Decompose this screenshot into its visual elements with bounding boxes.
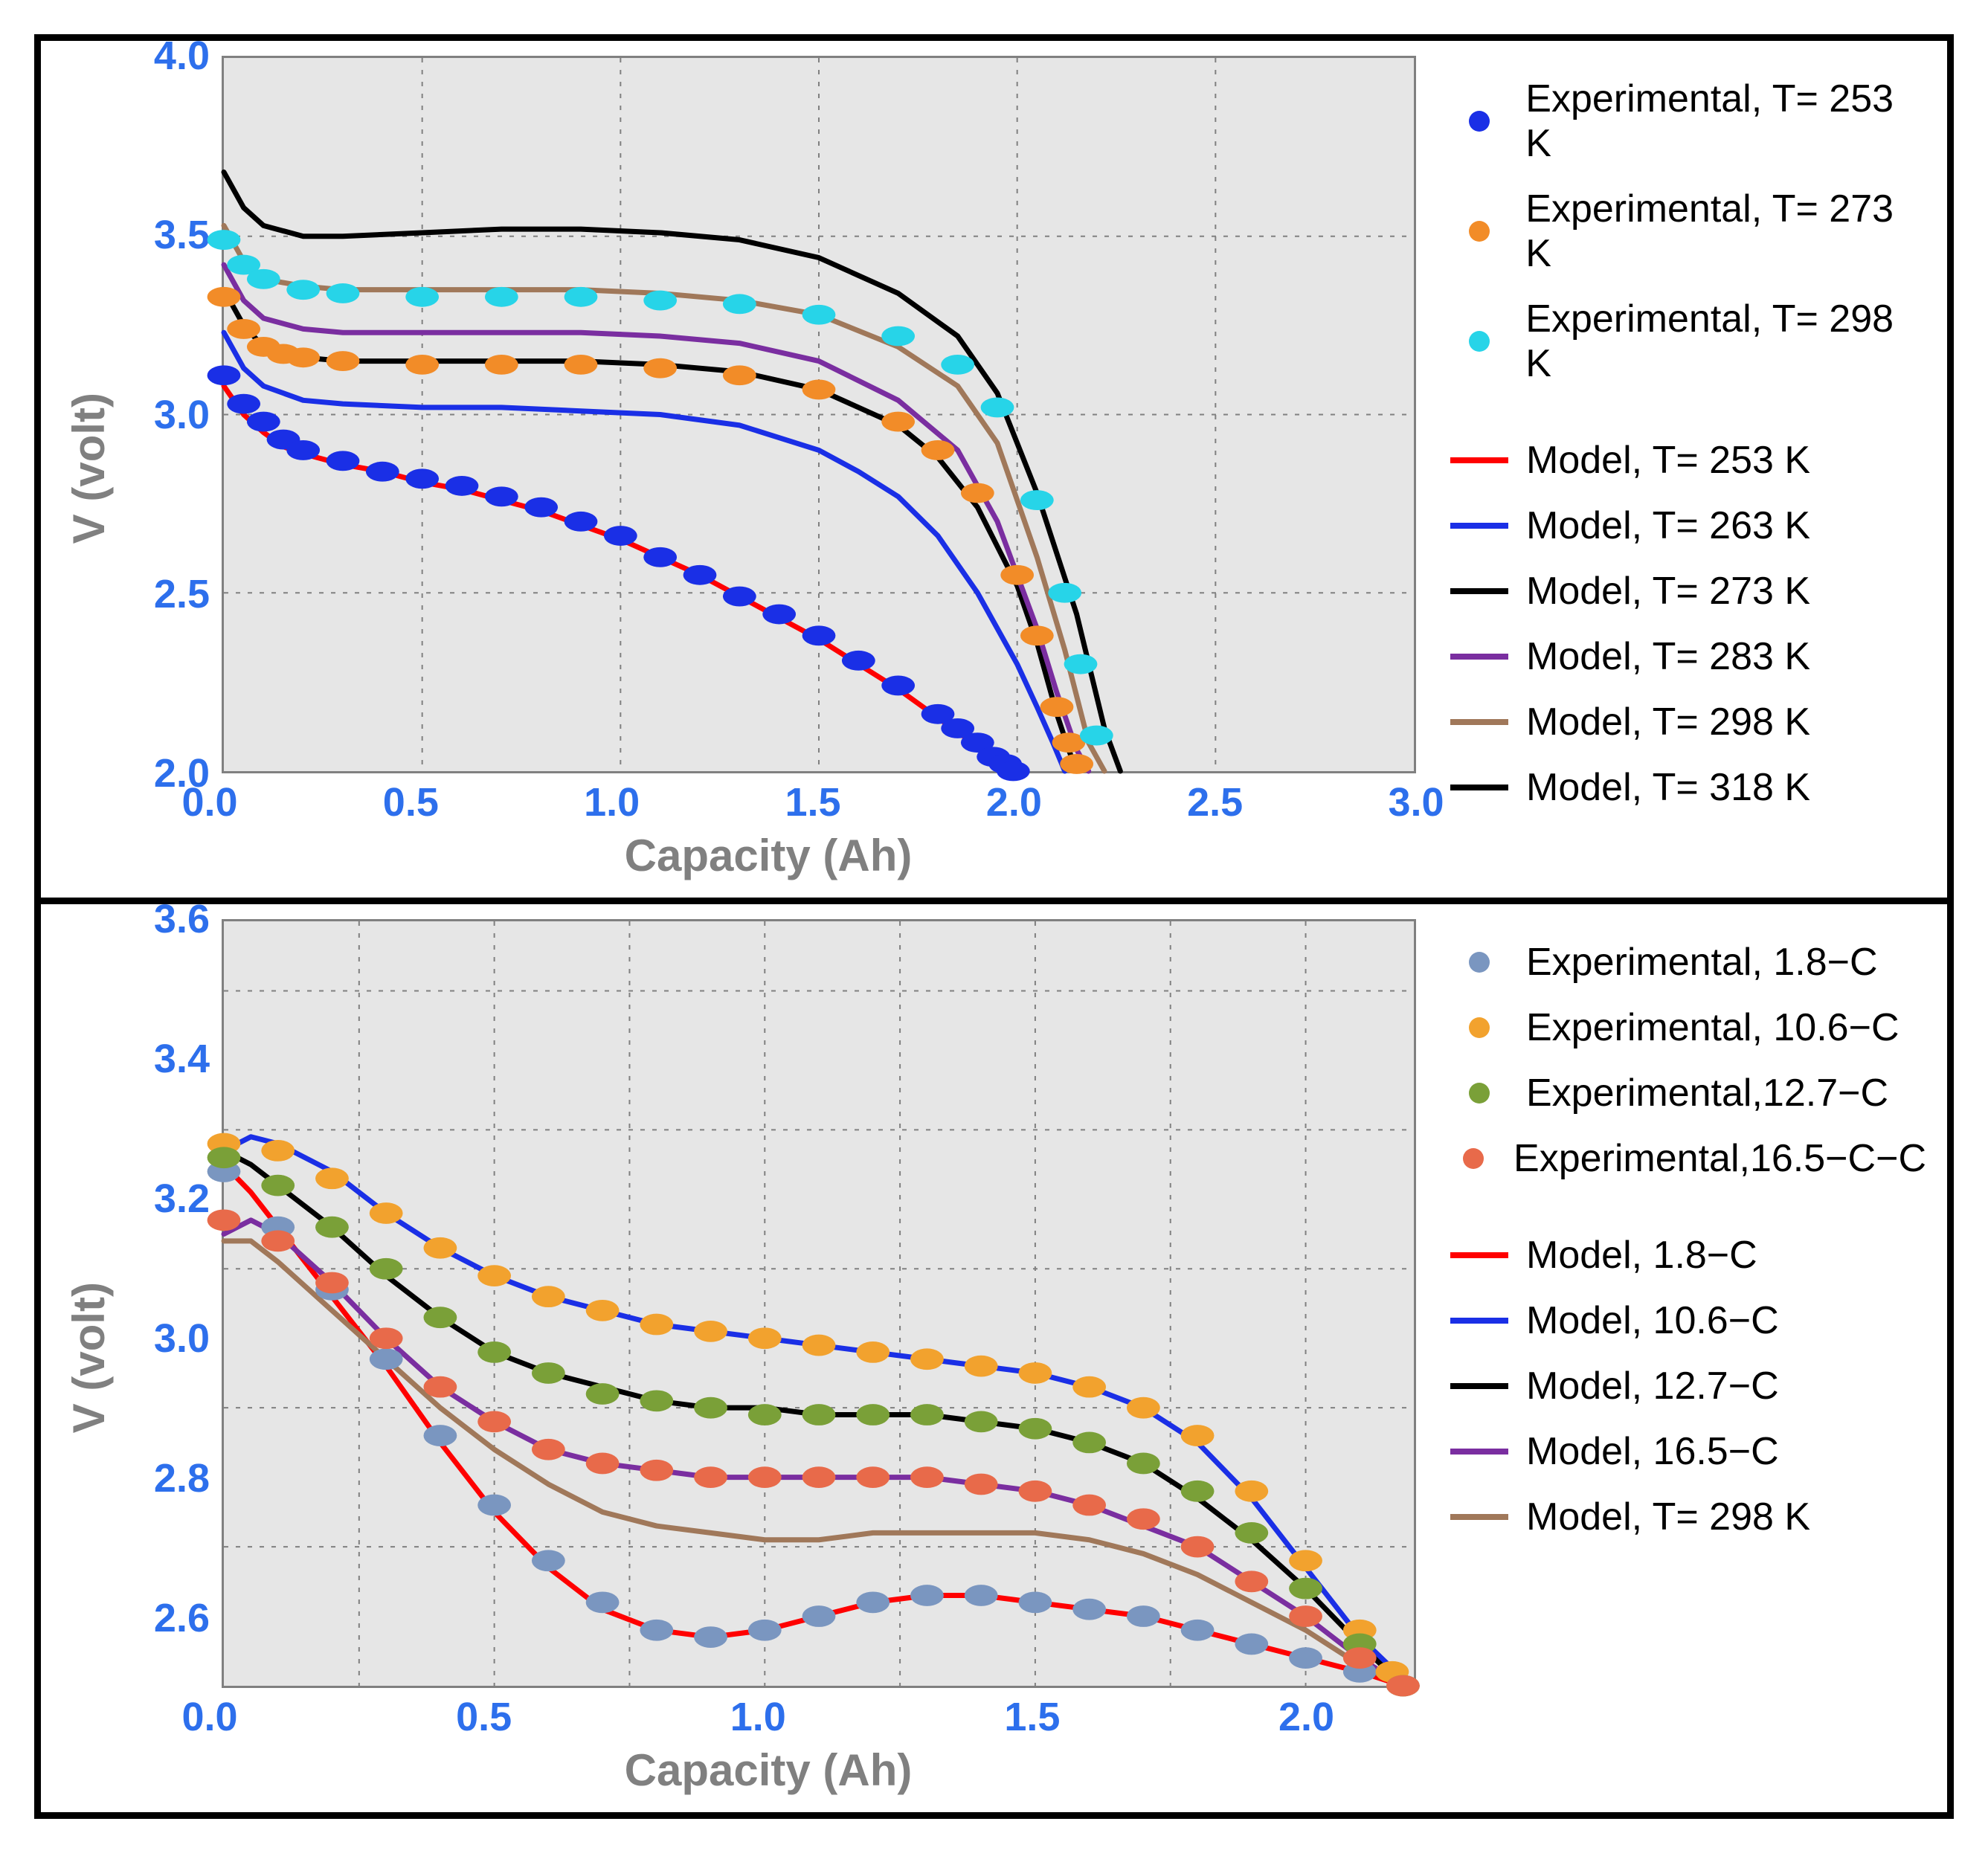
legend-label: Model, 10.6−C bbox=[1526, 1298, 1779, 1343]
legend-line-icon bbox=[1450, 523, 1508, 529]
legend-line-icon bbox=[1450, 1252, 1508, 1258]
legend-label: Model, T= 253 K bbox=[1526, 438, 1810, 483]
legend-line-icon bbox=[1450, 1449, 1508, 1455]
panel-a-xlabel: Capacity (Ah) bbox=[120, 825, 1416, 881]
panel-a-xticks: 0.00.51.01.52.02.53.0 bbox=[210, 773, 1416, 825]
legend-line-icon bbox=[1450, 654, 1508, 660]
panel-a-yticks: 2.02.53.03.54.0 bbox=[120, 56, 222, 773]
legend-label: Model, 16.5−C bbox=[1526, 1429, 1779, 1474]
panel-b-plot bbox=[222, 919, 1416, 1688]
legend-item: Experimental, 10.6−C bbox=[1450, 1005, 1926, 1050]
legend-dot-icon bbox=[1450, 952, 1508, 973]
legend-label: Experimental, T= 298 K bbox=[1525, 297, 1926, 386]
legend-item: Model, T= 298 K bbox=[1450, 700, 1926, 744]
legend-item: Model, T= 273 K bbox=[1450, 569, 1926, 613]
panel-b-yticks: 2.62.83.03.23.43.6 bbox=[120, 919, 222, 1688]
panel-a-plot bbox=[222, 56, 1416, 773]
legend-dot-icon bbox=[1450, 1148, 1496, 1169]
legend-label: Model, T= 318 K bbox=[1526, 765, 1810, 810]
series-mod_318 bbox=[224, 172, 1120, 771]
legend-label: Experimental, 1.8−C bbox=[1526, 940, 1878, 985]
legend-item: Model, T= 318 K bbox=[1450, 765, 1926, 810]
legend-line-icon bbox=[1450, 1383, 1508, 1389]
legend-label: Model, T= 298 K bbox=[1526, 700, 1810, 744]
legend-line-icon bbox=[1450, 457, 1508, 463]
legend-label: Experimental,16.5−C−C bbox=[1513, 1136, 1926, 1181]
panel-b-xlabel: Capacity (Ah) bbox=[120, 1740, 1416, 1796]
legend-dot-icon bbox=[1450, 111, 1508, 132]
panel-a-xtick-row: 0.00.51.01.52.02.53.0 bbox=[120, 773, 1416, 825]
legend-label: Experimental, T= 253 K bbox=[1525, 77, 1926, 166]
panel-a-chart-col: 2.02.53.03.54.0 0.00.51.01.52.02.53.0 Ca… bbox=[120, 56, 1416, 881]
legend-item: Model, T= 253 K bbox=[1450, 438, 1926, 483]
legend-label: Experimental, T= 273 K bbox=[1525, 187, 1926, 276]
legend-spacer bbox=[1450, 1202, 1926, 1212]
legend-label: Model, T= 273 K bbox=[1526, 569, 1810, 613]
legend-item: Experimental,12.7−C bbox=[1450, 1071, 1926, 1115]
legend-dot-icon bbox=[1450, 221, 1508, 242]
legend-line-icon bbox=[1450, 1514, 1508, 1520]
panel-b-chart-wrap: V (volt) 2.62.83.03.23.43.6 0.00.51.01.5… bbox=[57, 919, 1416, 1796]
panel-b: V (volt) 2.62.83.03.23.43.6 0.00.51.01.5… bbox=[34, 904, 1954, 1819]
legend-item: Model, T= 263 K bbox=[1450, 503, 1926, 548]
legend-item: Model, 16.5−C bbox=[1450, 1429, 1926, 1474]
legend-line-icon bbox=[1450, 785, 1508, 790]
panel-b-xticks: 0.00.51.01.52.0 bbox=[210, 1688, 1416, 1740]
panel-a-ylabel: V (volt) bbox=[57, 393, 120, 544]
legend-label: Model, T= 263 K bbox=[1526, 503, 1810, 548]
legend-label: Model, 12.7−C bbox=[1526, 1364, 1779, 1408]
legend-label: Experimental,12.7−C bbox=[1526, 1071, 1888, 1115]
panel-a-axis-box: 2.02.53.03.54.0 bbox=[120, 56, 1416, 773]
legend-label: Model, 1.8−C bbox=[1526, 1233, 1757, 1278]
legend-item: Model, 1.8−C bbox=[1450, 1233, 1926, 1278]
panel-b-ylabel: V (volt) bbox=[57, 1282, 120, 1433]
legend-item: Model, 12.7−C bbox=[1450, 1364, 1926, 1408]
panel-a: V (volt) 2.02.53.03.54.0 0.00.51.01.52.0… bbox=[34, 34, 1954, 904]
legend-item: Experimental,16.5−C−C bbox=[1450, 1136, 1926, 1181]
legend-item: Experimental, T= 253 K bbox=[1450, 77, 1926, 166]
panel-a-legend: Experimental, T= 253 K Experimental, T= 2… bbox=[1416, 56, 1934, 881]
panel-b-axis-box: 2.62.83.03.23.43.6 bbox=[120, 919, 1416, 1688]
panel-b-svg bbox=[224, 921, 1414, 1686]
panel-a-svg bbox=[224, 58, 1414, 771]
legend-dot-icon bbox=[1450, 331, 1508, 352]
panel-b-chart-col: 2.62.83.03.23.43.6 0.00.51.01.52.0 Capac… bbox=[120, 919, 1416, 1796]
legend-line-icon bbox=[1450, 719, 1508, 725]
legend-item: Experimental, T= 298 K bbox=[1450, 297, 1926, 386]
legend-label: Experimental, 10.6−C bbox=[1526, 1005, 1899, 1050]
panel-b-xtick-row: 0.00.51.01.52.0 bbox=[120, 1688, 1416, 1740]
legend-spacer bbox=[1450, 407, 1926, 417]
series-mod_253 bbox=[224, 386, 1013, 771]
legend-dot-icon bbox=[1450, 1083, 1508, 1104]
legend-label: Model, T= 298 K bbox=[1526, 1495, 1810, 1539]
legend-item: Experimental, 1.8−C bbox=[1450, 940, 1926, 985]
legend-item: Model, T= 298 K bbox=[1450, 1495, 1926, 1539]
legend-item: Model, T= 283 K bbox=[1450, 634, 1926, 679]
legend-item: Experimental, T= 273 K bbox=[1450, 187, 1926, 276]
legend-line-icon bbox=[1450, 588, 1508, 594]
legend-line-icon bbox=[1450, 1318, 1508, 1324]
figure-root: V (volt) 2.02.53.03.54.0 0.00.51.01.52.0… bbox=[0, 0, 1988, 1853]
legend-item: Model, 10.6−C bbox=[1450, 1298, 1926, 1343]
panel-b-legend: Experimental, 1.8−C Experimental, 10.6−C E… bbox=[1416, 919, 1934, 1796]
legend-label: Model, T= 283 K bbox=[1526, 634, 1810, 679]
legend-dot-icon bbox=[1450, 1017, 1508, 1038]
series-exp_1p8 bbox=[208, 1161, 1420, 1696]
panel-a-chart-wrap: V (volt) 2.02.53.03.54.0 0.00.51.01.52.0… bbox=[57, 56, 1416, 881]
